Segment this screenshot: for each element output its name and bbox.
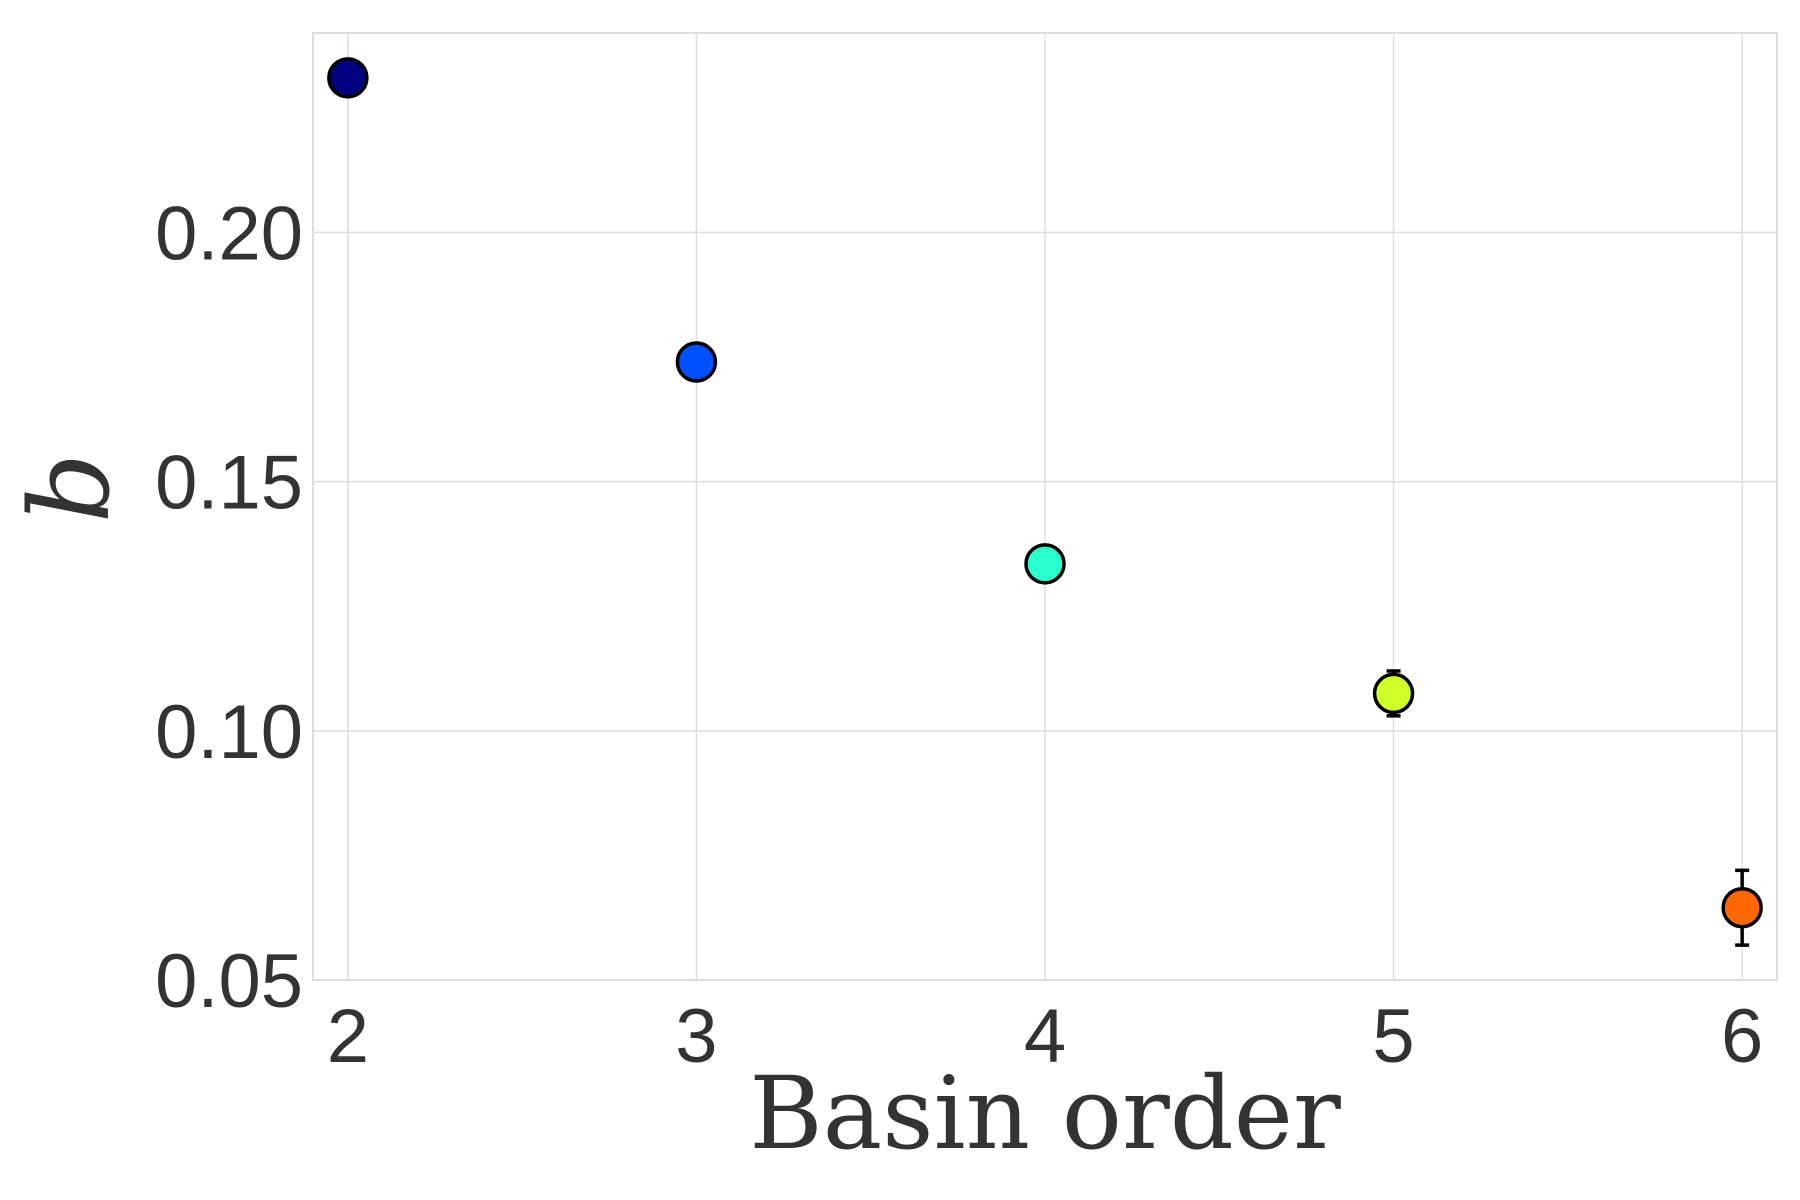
data-points [327, 57, 1763, 947]
data-point [1372, 672, 1415, 715]
y-tick-label: 0.20 [155, 191, 303, 276]
x-tick-label: 5 [1372, 994, 1414, 1079]
y-axis-label: b [6, 453, 134, 523]
data-point [1721, 886, 1763, 929]
y-tick-label: 0.05 [155, 939, 303, 1024]
x-tick-label: 2 [327, 994, 369, 1079]
x-tick-label: 6 [1721, 994, 1763, 1079]
plot-frame [312, 32, 1778, 981]
data-point [327, 57, 369, 99]
y-tick-labels: 0.05 0.10 0.15 0.20 [155, 191, 303, 1024]
data-point [675, 341, 718, 383]
x-tick-labels: 2 3 4 5 6 [327, 994, 1764, 1079]
data-point [1024, 543, 1066, 585]
grid [313, 33, 1777, 981]
x-tick-label: 4 [1024, 994, 1066, 1079]
x-axis-label: Basin order [749, 1055, 1341, 1172]
y-tick-label: 0.15 [155, 441, 303, 526]
x-tick-label: 3 [675, 994, 717, 1079]
y-tick-label: 0.10 [155, 690, 303, 775]
